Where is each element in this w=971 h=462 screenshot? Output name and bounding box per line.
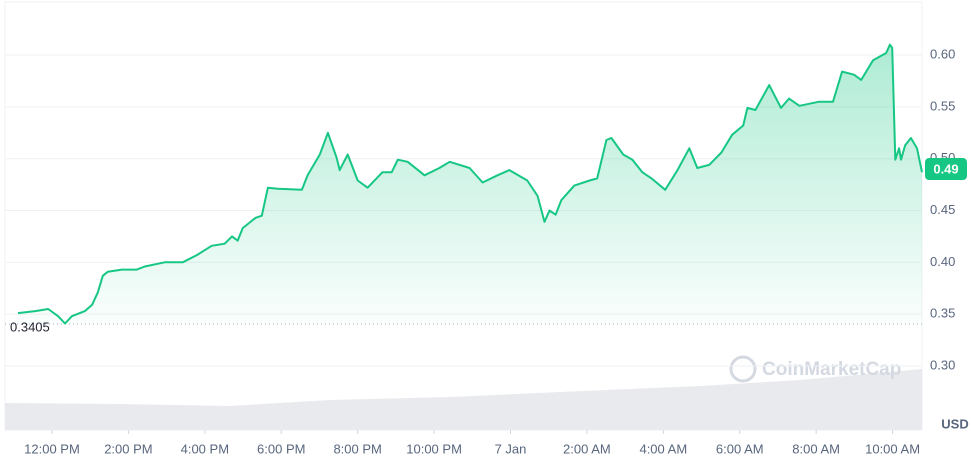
x-tick-label: 8:00 PM bbox=[333, 441, 381, 456]
y-tick-label: 0.40 bbox=[930, 254, 955, 269]
x-tick-label: 12:00 PM bbox=[24, 441, 80, 456]
x-tick-label: 2:00 PM bbox=[104, 441, 152, 456]
watermark-text: CoinMarketCap bbox=[762, 359, 901, 380]
x-tick-label: 6:00 AM bbox=[716, 441, 764, 456]
price-area bbox=[17, 44, 922, 325]
y-tick-label: 0.35 bbox=[930, 306, 955, 321]
price-line bbox=[17, 43, 923, 325]
x-tick-label: 4:00 AM bbox=[639, 441, 687, 456]
watermark-logo bbox=[729, 355, 757, 383]
x-tick-label: 2:00 AM bbox=[563, 441, 611, 456]
y-tick-label: 0.55 bbox=[930, 98, 955, 113]
y-tick-label: 0.60 bbox=[930, 46, 955, 61]
x-tick-label: 6:00 PM bbox=[257, 441, 305, 456]
currency-label: USD bbox=[941, 416, 968, 431]
current-price-label: 0.49 bbox=[933, 161, 958, 176]
x-tick-label: 7 Jan bbox=[495, 441, 527, 456]
x-tick-label: 4:00 PM bbox=[181, 441, 229, 456]
current-price-badge bbox=[925, 158, 967, 181]
volume-area bbox=[5, 369, 922, 430]
watermark: CoinMarketCap bbox=[729, 355, 901, 383]
y-tick-label: 0.30 bbox=[930, 357, 955, 372]
reference-label: 0.3405 bbox=[10, 319, 50, 334]
x-tick-label: 8:00 AM bbox=[792, 441, 840, 456]
y-tick-label: 0.45 bbox=[930, 202, 955, 217]
x-tick-label: 10:00 AM bbox=[865, 441, 920, 456]
x-tick-label: 10:00 PM bbox=[406, 441, 462, 456]
